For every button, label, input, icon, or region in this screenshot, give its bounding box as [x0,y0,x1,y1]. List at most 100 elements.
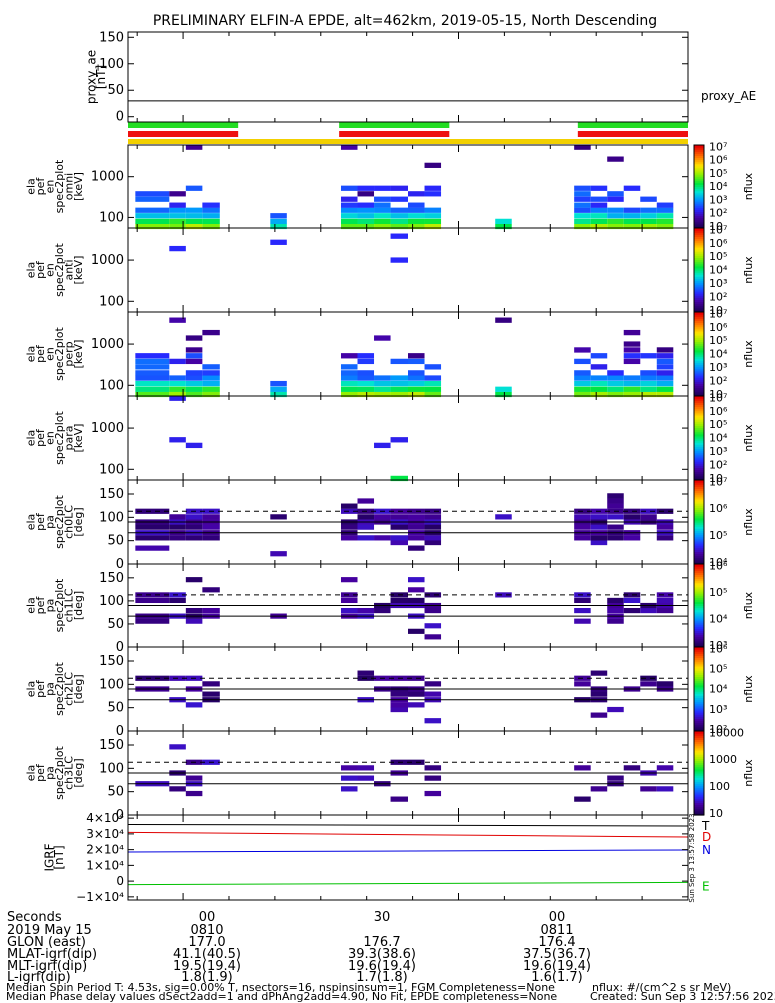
colorbar-segment [694,634,704,638]
colorbar-segment [694,400,704,403]
colorbar-label: nflux [742,675,755,703]
spec-cell [270,391,287,398]
colorbar-segment [694,689,704,692]
igrf-ylabel: IGRF [42,843,56,871]
colorbar-segment [694,450,704,454]
pa-cell [390,539,408,546]
colorbar-segment [694,240,704,244]
colorbar-segment [694,670,704,673]
colorbar-segment [694,188,704,192]
colorbar-segment [694,796,704,799]
spec-ylabel-perp: spec2plot [53,327,66,381]
igrf-line-T [127,823,689,827]
pa-cell [357,498,375,504]
colorbar-segment [694,505,704,508]
colorbar-label: nflux [742,759,755,787]
spec-cell [374,202,391,208]
colorbar-segment [694,538,704,542]
spec-cell [340,213,358,219]
spec-cell [623,347,641,353]
colorbar-segment [694,328,704,332]
colorbar-segment [694,756,704,759]
pa-cell [656,508,674,514]
pa-ylabel-ch1LC: spec2plot [53,578,66,632]
spec-cell [623,375,641,381]
pa-cell [169,535,186,541]
colorbar-segment [694,454,704,458]
colorbar-tick-label: 10⁵ [709,586,727,599]
igrf-legend-D: D [702,830,711,844]
colorbar-tick-label: 10⁷ [709,223,727,236]
pa-cell [574,514,591,520]
pa-cell [424,535,442,541]
spec-ylabel-anti: pef [34,260,47,279]
colorbar-tick-label: 10⁴ [709,556,728,569]
colorbar-segment [694,473,704,477]
colorbar-segment [694,576,704,580]
colorbar-segment [694,498,704,502]
pa-cell [607,535,624,541]
x-row-value: 30 [374,910,391,925]
spec-cell [185,370,203,376]
colorbar-segment [694,425,704,429]
igrf-line-E [127,881,689,886]
pa-cell [357,765,375,771]
spec-cell [390,185,408,191]
pa-ylabel-ch3LC: [deg] [72,758,85,787]
colorbar-segment [694,580,704,584]
spec-ylabel-anti: ela [24,262,37,279]
spec-cell [357,202,375,208]
x-row-value: 0810 [190,923,223,938]
igrf-line-N [127,849,689,853]
energy-tick-label: 100 [99,210,124,225]
spec-ylabel-omni: pef [34,177,47,196]
colorbar-tick-label: 10³ [709,361,727,374]
igrf-legend-T: T [701,819,710,833]
colorbar-segment [694,408,704,412]
colorbar-segment [694,810,704,814]
pa-cell [574,535,591,541]
colorbar-segment [694,471,704,475]
colorbar-segment [694,779,704,782]
pa-cell [390,597,408,604]
colorbar-segment [694,421,704,424]
spec-cell [357,375,375,381]
spec-cell [424,162,442,168]
colorbar-segment [694,775,704,778]
pa-cell [656,786,674,792]
spec-cell [357,213,375,219]
colorbar-segment [694,588,704,592]
colorbar-segment [694,486,704,489]
colorbar-segment [694,716,704,719]
colorbar-tick-label: 10⁶ [709,642,728,655]
colorbar-segment [694,203,704,206]
pa-cell [357,607,375,614]
colorbar-segment [694,366,704,370]
spec-cell [202,218,220,224]
colorbar-segment [694,186,704,190]
colorbar-segment [694,628,704,631]
pa-ylabel-ch0LC: spec2plot [53,495,66,549]
pa-ylabel-ch1LC: pa [43,599,56,613]
colorbar-segment [694,345,704,349]
spec-cell [590,391,608,398]
pa-cell [656,535,674,541]
spec-cell [424,364,442,370]
colorbar-segment [694,324,704,328]
colorbar-segment [694,651,704,654]
spec-cell [408,380,425,387]
spec-cell [270,223,287,230]
pa-cell [590,712,608,718]
colorbar-segment [694,785,704,789]
colorbar-segment [694,743,704,747]
spec-cell [623,213,641,219]
status-bar-green [339,122,450,128]
colorbar-segment [694,463,704,466]
colorbar-segment [694,438,704,441]
colorbar-label: nflux [742,340,755,368]
pa-cell [185,790,203,797]
colorbar-segment [694,661,704,665]
colorbar-segment [694,586,704,590]
colorbar-tick-label: 10³ [709,277,727,290]
colorbar-segment [694,601,704,605]
